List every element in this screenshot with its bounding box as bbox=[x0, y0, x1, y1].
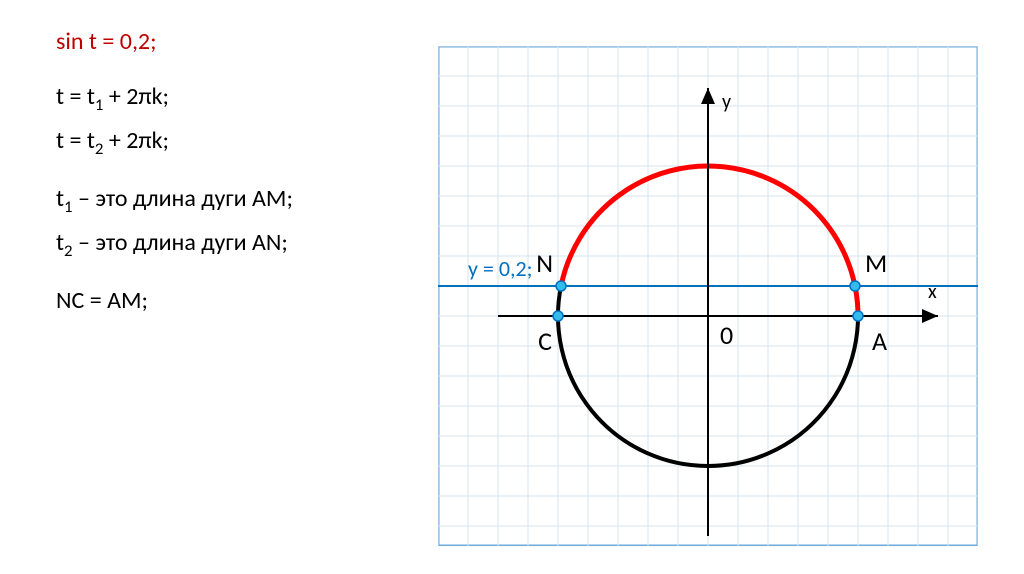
svg-text:M: M bbox=[865, 247, 887, 279]
eq-nc-am: NС = AM; bbox=[56, 287, 293, 316]
svg-text:0: 0 bbox=[720, 319, 733, 351]
eq-sin: sin t = 0,2; bbox=[56, 28, 293, 57]
svg-text:y = 0,2;: y = 0,2; bbox=[468, 255, 533, 282]
unit-circle-diagram: y = 0,2; x y 0 N M A С bbox=[438, 46, 978, 551]
desc-t2: t2 – это длина дуги АN; bbox=[56, 229, 293, 261]
eq-t2: t = t2 + 2πk; bbox=[56, 127, 293, 159]
svg-text:С: С bbox=[538, 325, 552, 357]
eq-sin-text: sin t = 0,2; bbox=[56, 27, 157, 56]
svg-text:x: x bbox=[928, 280, 937, 304]
eq-t1: t = t1 + 2πk; bbox=[56, 83, 293, 115]
svg-text:N: N bbox=[536, 247, 553, 279]
svg-text:y: y bbox=[722, 90, 731, 114]
desc-t1: t1 – это длина дуги АМ; bbox=[56, 185, 293, 217]
equations-block: sin t = 0,2; t = t1 + 2πk; t = t2 + 2πk;… bbox=[56, 28, 293, 327]
svg-text:A: A bbox=[872, 325, 887, 357]
